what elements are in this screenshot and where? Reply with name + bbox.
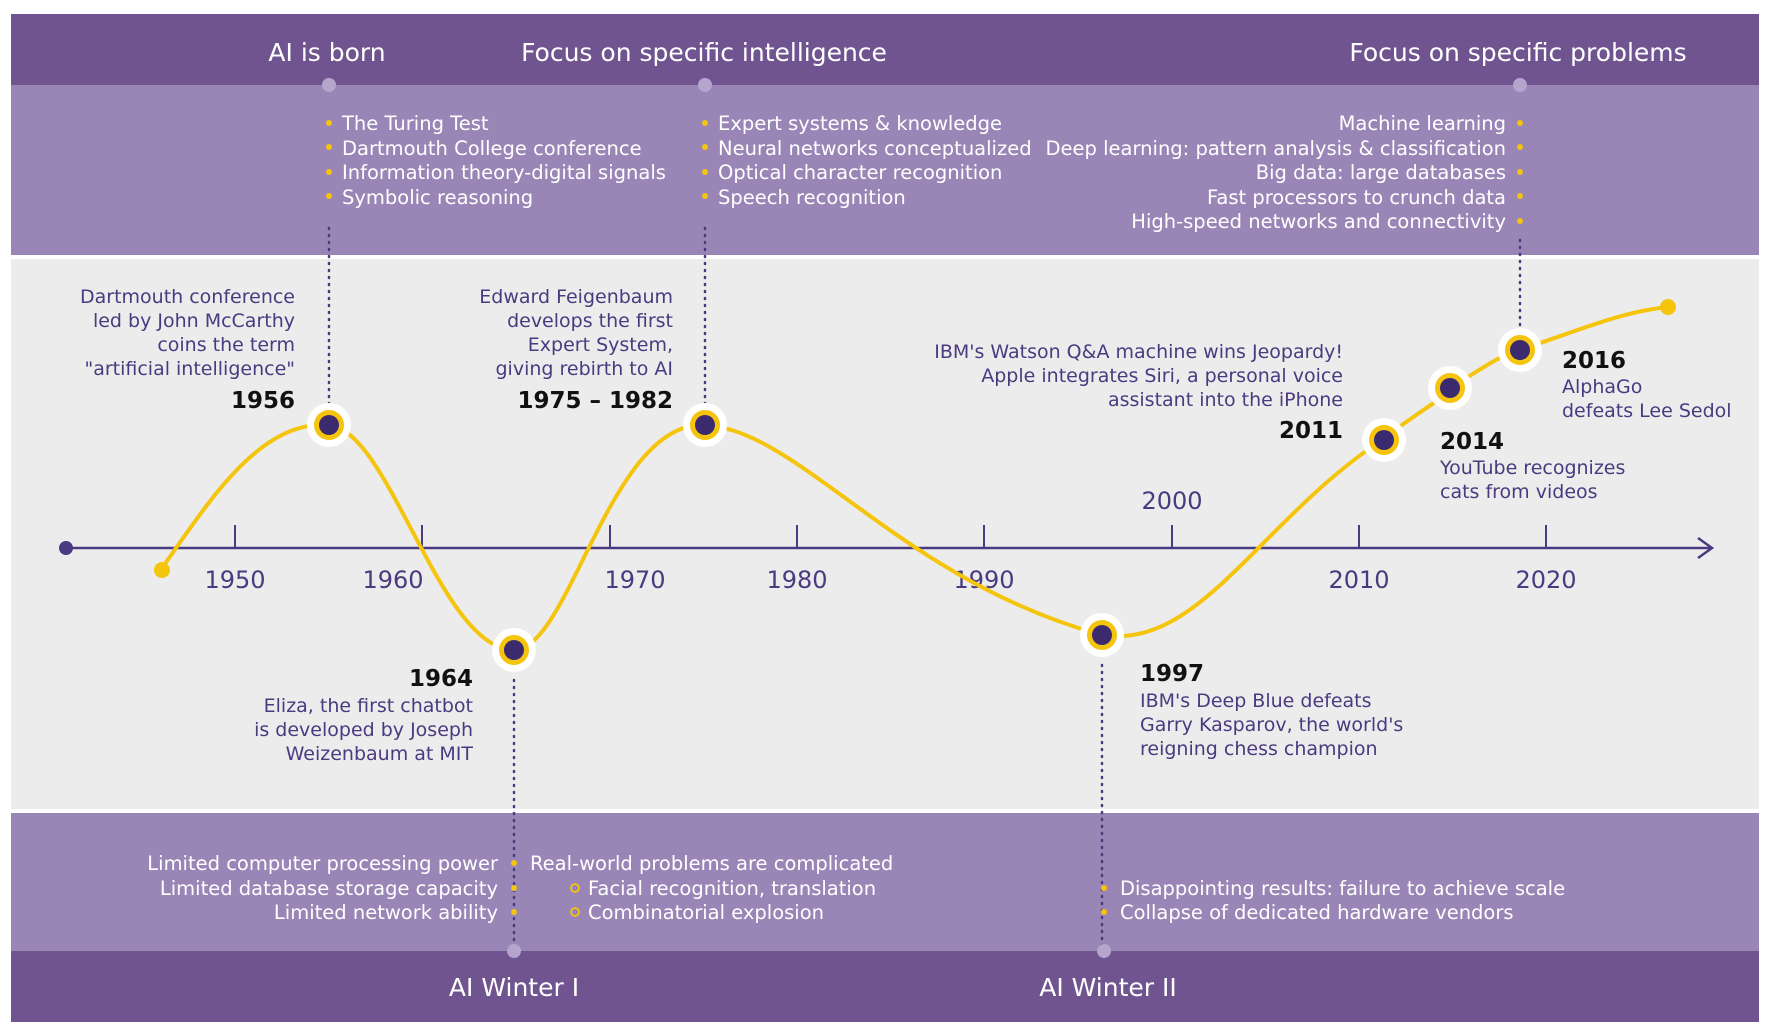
event-2011: IBM's Watson Q&A machine wins Jeopardy! …	[934, 341, 1343, 444]
event-2016: 2016 AlphaGo defeats Lee Sedol	[1562, 348, 1732, 422]
event-desc: YouTube recognizes	[1439, 457, 1625, 479]
bullet-text: Collapse of dedicated hardware vendors	[1120, 901, 1514, 924]
bullet-text: Symbolic reasoning	[342, 186, 533, 209]
bullets-specific-problems: Machine learning Deep learning: pattern …	[1046, 112, 1523, 233]
event-desc: Apple integrates Siri, a personal voice	[981, 365, 1343, 387]
event-desc: Garry Kasparov, the world's	[1140, 714, 1403, 736]
bullet-text: Information theory-digital signals	[342, 161, 666, 184]
bullet-text: Big data: large databases	[1256, 161, 1506, 184]
header-specific-problems: Focus on specific problems	[1349, 38, 1686, 67]
bullet-text: The Turing Test	[341, 112, 489, 135]
curve-start-dot	[154, 562, 170, 578]
event-2014: 2014 YouTube recognizes cats from videos	[1439, 429, 1625, 503]
event-1964: 1964 Eliza, the first chatbot is develop…	[254, 666, 473, 765]
axis-arrow-head	[1697, 536, 1715, 560]
tick-label: 2000	[1141, 487, 1202, 515]
connector-dot	[322, 78, 336, 92]
event-1997: 1997 IBM's Deep Blue defeats Garry Kaspa…	[1140, 661, 1403, 760]
event-1975-1982: Edward Feigenbaum develops the first Exp…	[479, 286, 673, 414]
event-year: 2011	[1279, 418, 1343, 444]
bottom-header-band	[11, 951, 1759, 1022]
bullet-text: High-speed networks and connectivity	[1131, 210, 1506, 233]
event-desc: Weizenbaum at MIT	[286, 743, 474, 765]
bullet-text: Dartmouth College conference	[342, 137, 642, 160]
event-desc: assistant into the iPhone	[1108, 389, 1343, 411]
bullet-text: Facial recognition, translation	[588, 877, 876, 900]
top-bullets-band	[11, 85, 1759, 255]
bottom-bullets-band	[11, 813, 1759, 951]
tick-label: 2010	[1328, 566, 1389, 594]
bullets-specific-intelligence: Expert systems & knowledge Neural networ…	[702, 112, 1032, 209]
event-node-1964	[492, 628, 536, 672]
bullet-text: Combinatorial explosion	[588, 901, 824, 924]
event-desc: "artificial intelligence"	[84, 358, 295, 380]
event-desc: Expert System,	[528, 334, 673, 356]
event-desc: giving rebirth to AI	[496, 358, 674, 380]
tick-label: 1960	[362, 566, 423, 594]
tick-label: 2020	[1515, 566, 1576, 594]
timeline-band	[11, 259, 1759, 809]
bullet-text: Disappointing results: failure to achiev…	[1120, 877, 1565, 900]
event-node-1975	[683, 403, 727, 447]
event-desc: AlphaGo	[1562, 376, 1642, 398]
event-desc: is developed by Joseph	[254, 719, 473, 741]
connector-dot	[1097, 944, 1111, 958]
event-year: 1997	[1140, 661, 1204, 687]
event-node-2016	[1498, 328, 1542, 372]
event-desc: Dartmouth conference	[80, 286, 295, 308]
bullet-text: Deep learning: pattern analysis & classi…	[1046, 137, 1506, 160]
bullet-text: Speech recognition	[718, 186, 906, 209]
tick-label: 1980	[766, 566, 827, 594]
event-year: 2016	[1562, 348, 1626, 374]
event-node-2011	[1362, 418, 1406, 462]
bullet-text: Limited network ability	[274, 901, 498, 924]
event-node-1997	[1080, 613, 1124, 657]
header-ai-born: AI is born	[268, 38, 385, 67]
bullet-text: Optical character recognition	[718, 161, 1002, 184]
event-year: 1964	[409, 666, 473, 692]
event-desc: Eliza, the first chatbot	[264, 695, 473, 717]
bullets-winter1-causes: Limited computer processing power Limite…	[147, 852, 517, 924]
event-desc: cats from videos	[1440, 481, 1598, 503]
bullet-text: Limited computer processing power	[147, 852, 499, 875]
event-desc: reigning chess champion	[1140, 738, 1378, 760]
bullets-winter2: Disappointing results: failure to achiev…	[1101, 877, 1565, 924]
tick-label: 1950	[204, 566, 265, 594]
bullet-text: Fast processors to crunch data	[1207, 186, 1506, 209]
bullets-ai-born: The Turing Test Dartmouth College confer…	[326, 112, 666, 209]
event-year: 1975 – 1982	[517, 388, 673, 414]
connector-dot	[698, 78, 712, 92]
event-1956: Dartmouth conference led by John McCarth…	[80, 286, 295, 414]
event-year: 1956	[231, 388, 295, 414]
event-desc: develops the first	[507, 310, 673, 332]
bullet-text: Machine learning	[1339, 112, 1506, 135]
tick-label: 1970	[604, 566, 665, 594]
event-desc: IBM's Watson Q&A machine wins Jeopardy!	[934, 341, 1343, 363]
header-ai-winter-2: AI Winter II	[1039, 973, 1177, 1002]
bullet-text: Expert systems & knowledge	[718, 112, 1002, 135]
event-year: 2014	[1440, 429, 1504, 455]
bullet-text: Neural networks conceptualized	[718, 137, 1032, 160]
header-specific-intelligence: Focus on specific intelligence	[521, 38, 887, 67]
connector-dot	[507, 944, 521, 958]
bullet-text: Real-world problems are complicated	[530, 852, 893, 875]
top-header-band	[11, 14, 1759, 85]
event-desc: coins the term	[157, 334, 295, 356]
event-desc: defeats Lee Sedol	[1562, 400, 1732, 422]
bullet-text: Limited database storage capacity	[160, 877, 498, 900]
event-node-2014	[1428, 366, 1472, 410]
event-desc: Edward Feigenbaum	[479, 286, 673, 308]
connector-dot	[1513, 78, 1527, 92]
bullets-winter1-problem: Real-world problems are complicated Faci…	[530, 852, 893, 924]
curve-end-dot	[1660, 299, 1676, 315]
event-node-1956	[307, 403, 351, 447]
header-ai-winter-1: AI Winter I	[449, 973, 579, 1002]
axis-start-dot	[59, 541, 73, 555]
event-desc: IBM's Deep Blue defeats	[1140, 690, 1372, 712]
event-desc: led by John McCarthy	[93, 310, 295, 332]
